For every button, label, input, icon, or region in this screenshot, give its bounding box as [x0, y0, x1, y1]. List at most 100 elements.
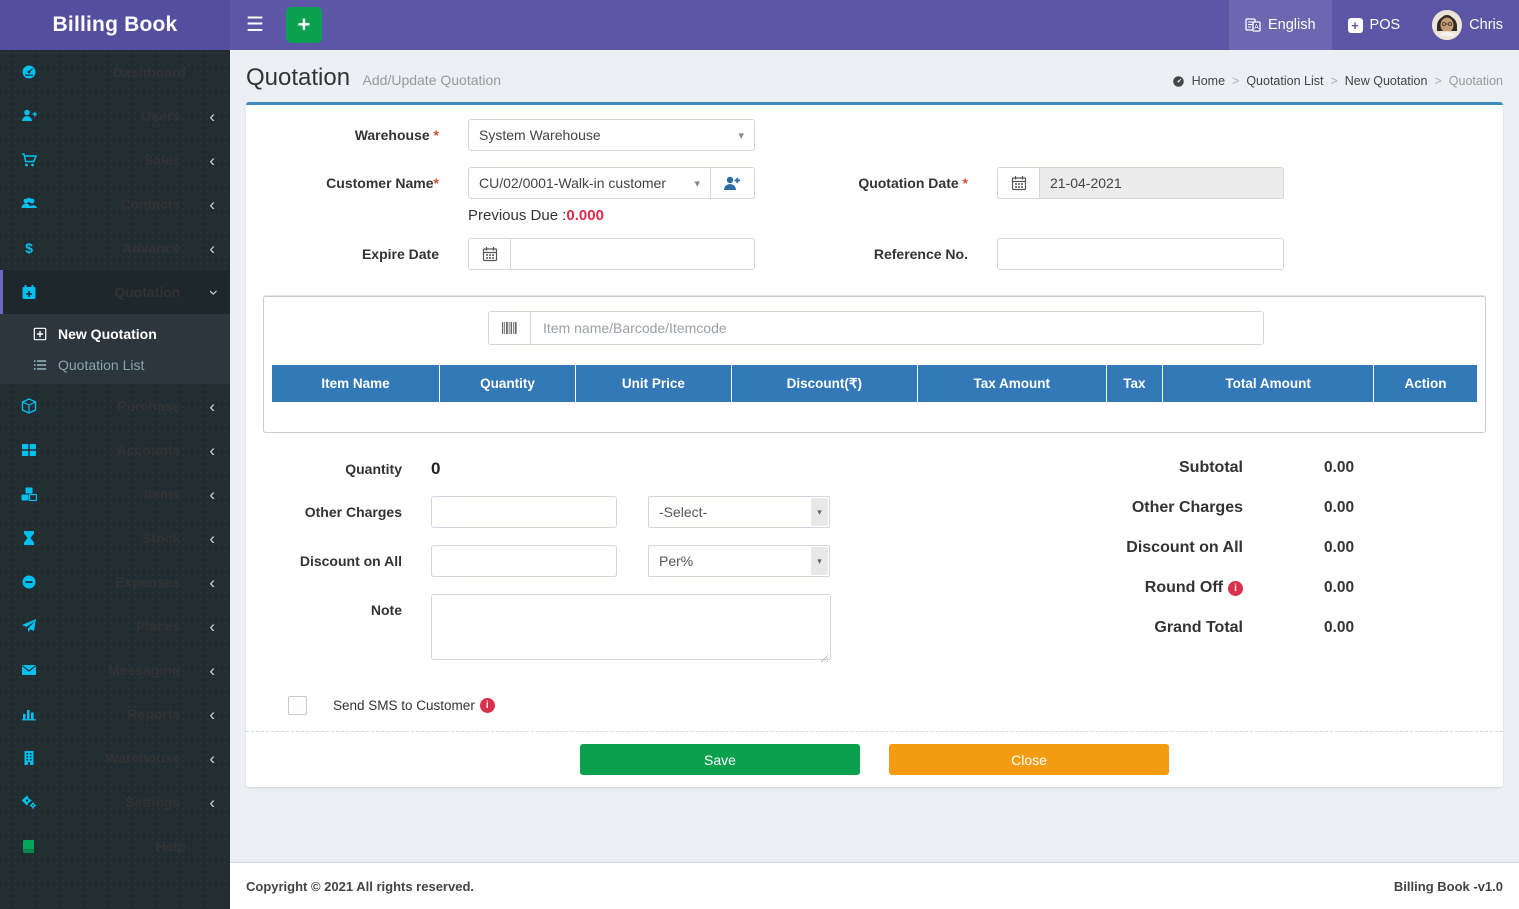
note-label: Note [370, 602, 402, 618]
version-text: Billing Book -v1.0 [1393, 878, 1503, 894]
other-charges-input[interactable] [431, 496, 617, 528]
send-sms-label: Send SMS to Customer i [333, 698, 495, 713]
quotation-date-input[interactable] [1039, 167, 1284, 199]
breadcrumb-quotation: Quotation [1448, 74, 1503, 88]
total-row-other-charges: Other Charges 0.00 [1126, 499, 1358, 517]
column-header-action: Action [1373, 365, 1477, 402]
pos-label: POS [1369, 17, 1401, 33]
gears-icon [21, 794, 47, 810]
totals-panel: Subtotal 0.00 Other Charges 0.00 Discount on… [1126, 459, 1503, 682]
sidebar-item-stock[interactable]: Stock ‹ [0, 516, 230, 560]
info-icon[interactable]: i [479, 698, 495, 713]
sidebar-subitem-quotation-list[interactable]: Quotation List [0, 349, 230, 380]
breadcrumb: Home > Quotation List > New Quotation > Quotat… [1172, 74, 1503, 92]
minus-circle-icon [21, 574, 47, 590]
discount-on-all-input[interactable] [431, 545, 617, 577]
calendar-plus-icon [21, 284, 47, 300]
breadcrumb-separator: > [1330, 74, 1338, 88]
sidebar-item-accounts[interactable]: Accounts ‹ [0, 428, 230, 472]
sidebar-item-reports[interactable]: Reports ‹ [0, 692, 230, 736]
total-value: 0.00 [1324, 539, 1355, 556]
sidebar-item-expenses[interactable]: Expenses ‹ [0, 560, 230, 604]
cube-icon [21, 398, 47, 414]
sidebar-item-advance[interactable]: $ Advance ‹ [0, 226, 230, 270]
breadcrumb-separator: > [1232, 74, 1240, 88]
breadcrumb-quotation-list[interactable]: Quotation List [1246, 74, 1324, 88]
sidebar-item-places[interactable]: Places ‹ [0, 604, 230, 648]
sidebar-toggle-icon[interactable]: ☰ [246, 14, 264, 36]
sidebar-item-help[interactable]: Help [0, 824, 230, 868]
sidebar-item-label: Stock [142, 530, 181, 546]
sidebar-item-messaging[interactable]: Messaging ‹ [0, 648, 230, 692]
send-sms-checkbox[interactable] [288, 696, 307, 715]
chevron-left-icon: ‹ [209, 484, 215, 504]
quotation-form-panel: Warehouse * System Warehouse ▾ Customer N… [246, 102, 1503, 787]
quick-add-button[interactable]: + [285, 7, 322, 43]
sidebar-item-label: Settings [125, 794, 181, 810]
calendar-icon[interactable] [468, 238, 510, 270]
barcode-icon [488, 311, 530, 345]
language-menu[interactable]: A English [1228, 0, 1332, 50]
pos-menu[interactable]: + POS [1332, 0, 1417, 50]
user-menu[interactable]: Chris [1416, 0, 1519, 50]
sidebar-item-quotation[interactable]: Quotation ‹ [0, 270, 230, 314]
resize-grip-icon[interactable] [819, 653, 828, 662]
chevron-left-icon: ‹ [209, 572, 215, 592]
calendar-icon[interactable] [997, 167, 1039, 199]
sidebar-item-users[interactable]: Users ‹ [0, 94, 230, 138]
chevron-left-icon: ‹ [209, 194, 215, 214]
language-label: English [1267, 17, 1316, 33]
save-button[interactable]: Save [580, 744, 860, 775]
plus-square-icon [33, 327, 58, 341]
sidebar-item-contacts[interactable]: Contacts ‹ [0, 182, 230, 226]
select-arrow-icon: ▾ [811, 547, 828, 575]
top-navbar: Billing Book ☰ + A English + POS Chris [0, 0, 1519, 50]
sidebar-item-sales[interactable]: Sales ‹ [0, 138, 230, 182]
quantity-value: 0 [431, 459, 441, 478]
note-textarea[interactable] [431, 594, 831, 660]
group-icon [21, 196, 47, 212]
total-label: Discount on All [1126, 539, 1243, 556]
chevron-left-icon: ‹ [209, 396, 215, 416]
total-label: Other Charges [1131, 499, 1243, 516]
close-button[interactable]: Close [889, 744, 1169, 775]
discount-on-all-select[interactable]: Per% ▾ [648, 545, 830, 577]
sidebar: Dashboard Users ‹ Sales ‹ Contacts ‹ $ Advance ‹ Q… [0, 50, 230, 909]
reference-no-label: Reference No. [873, 246, 968, 262]
breadcrumb-home[interactable]: Home [1191, 74, 1226, 88]
copyright-text: Copyright © 2021 All rights reserved. [246, 878, 475, 894]
total-row-subtotal: Subtotal 0.00 [1126, 459, 1358, 477]
info-icon[interactable]: i [1228, 580, 1243, 596]
th-large-icon [21, 442, 47, 458]
sidebar-item-settings[interactable]: Settings ‹ [0, 780, 230, 824]
sidebar-item-dashboard[interactable]: Dashboard [0, 50, 230, 94]
total-value: 0.00 [1324, 579, 1355, 596]
other-charges-select[interactable]: -Select- ▾ [648, 496, 830, 528]
sidebar-item-items[interactable]: Items ‹ [0, 472, 230, 516]
reference-no-input[interactable] [997, 238, 1284, 270]
total-row-round-off: Round Off i 0.00 [1126, 579, 1358, 597]
total-label: Subtotal [1179, 459, 1243, 476]
chevron-left-icon: ‹ [209, 106, 215, 126]
breadcrumb-new-quotation[interactable]: New Quotation [1344, 74, 1428, 88]
total-value: 0.00 [1324, 619, 1355, 636]
expire-date-input[interactable] [510, 238, 755, 270]
cart-icon [21, 152, 47, 168]
add-customer-button[interactable] [711, 167, 755, 199]
page-title: Quotation [246, 64, 351, 91]
sidebar-item-purchase[interactable]: Purchase ‹ [0, 384, 230, 428]
item-search-input[interactable] [530, 311, 1264, 345]
chevron-left-icon: ‹ [209, 150, 215, 170]
user-add-icon [723, 176, 740, 190]
warehouse-select[interactable]: System Warehouse ▾ [468, 119, 755, 151]
chevron-left-icon: ‹ [209, 792, 215, 812]
customer-select[interactable]: CU/02/0001-Walk-in customer ▾ [468, 167, 711, 199]
sidebar-subitem-new-quotation[interactable]: New Quotation [0, 318, 230, 349]
total-row-grand-total: Grand Total 0.00 [1126, 619, 1358, 637]
column-header-discount-: Discount(₹) [731, 365, 918, 402]
sidebar-item-warehouse[interactable]: Warehouse ‹ [0, 736, 230, 780]
warehouse-label: Warehouse * [354, 127, 439, 143]
app-logo[interactable]: Billing Book [0, 0, 230, 50]
items-table: Item Name Quantity Unit Price Discount(₹) Ta… [272, 365, 1477, 432]
